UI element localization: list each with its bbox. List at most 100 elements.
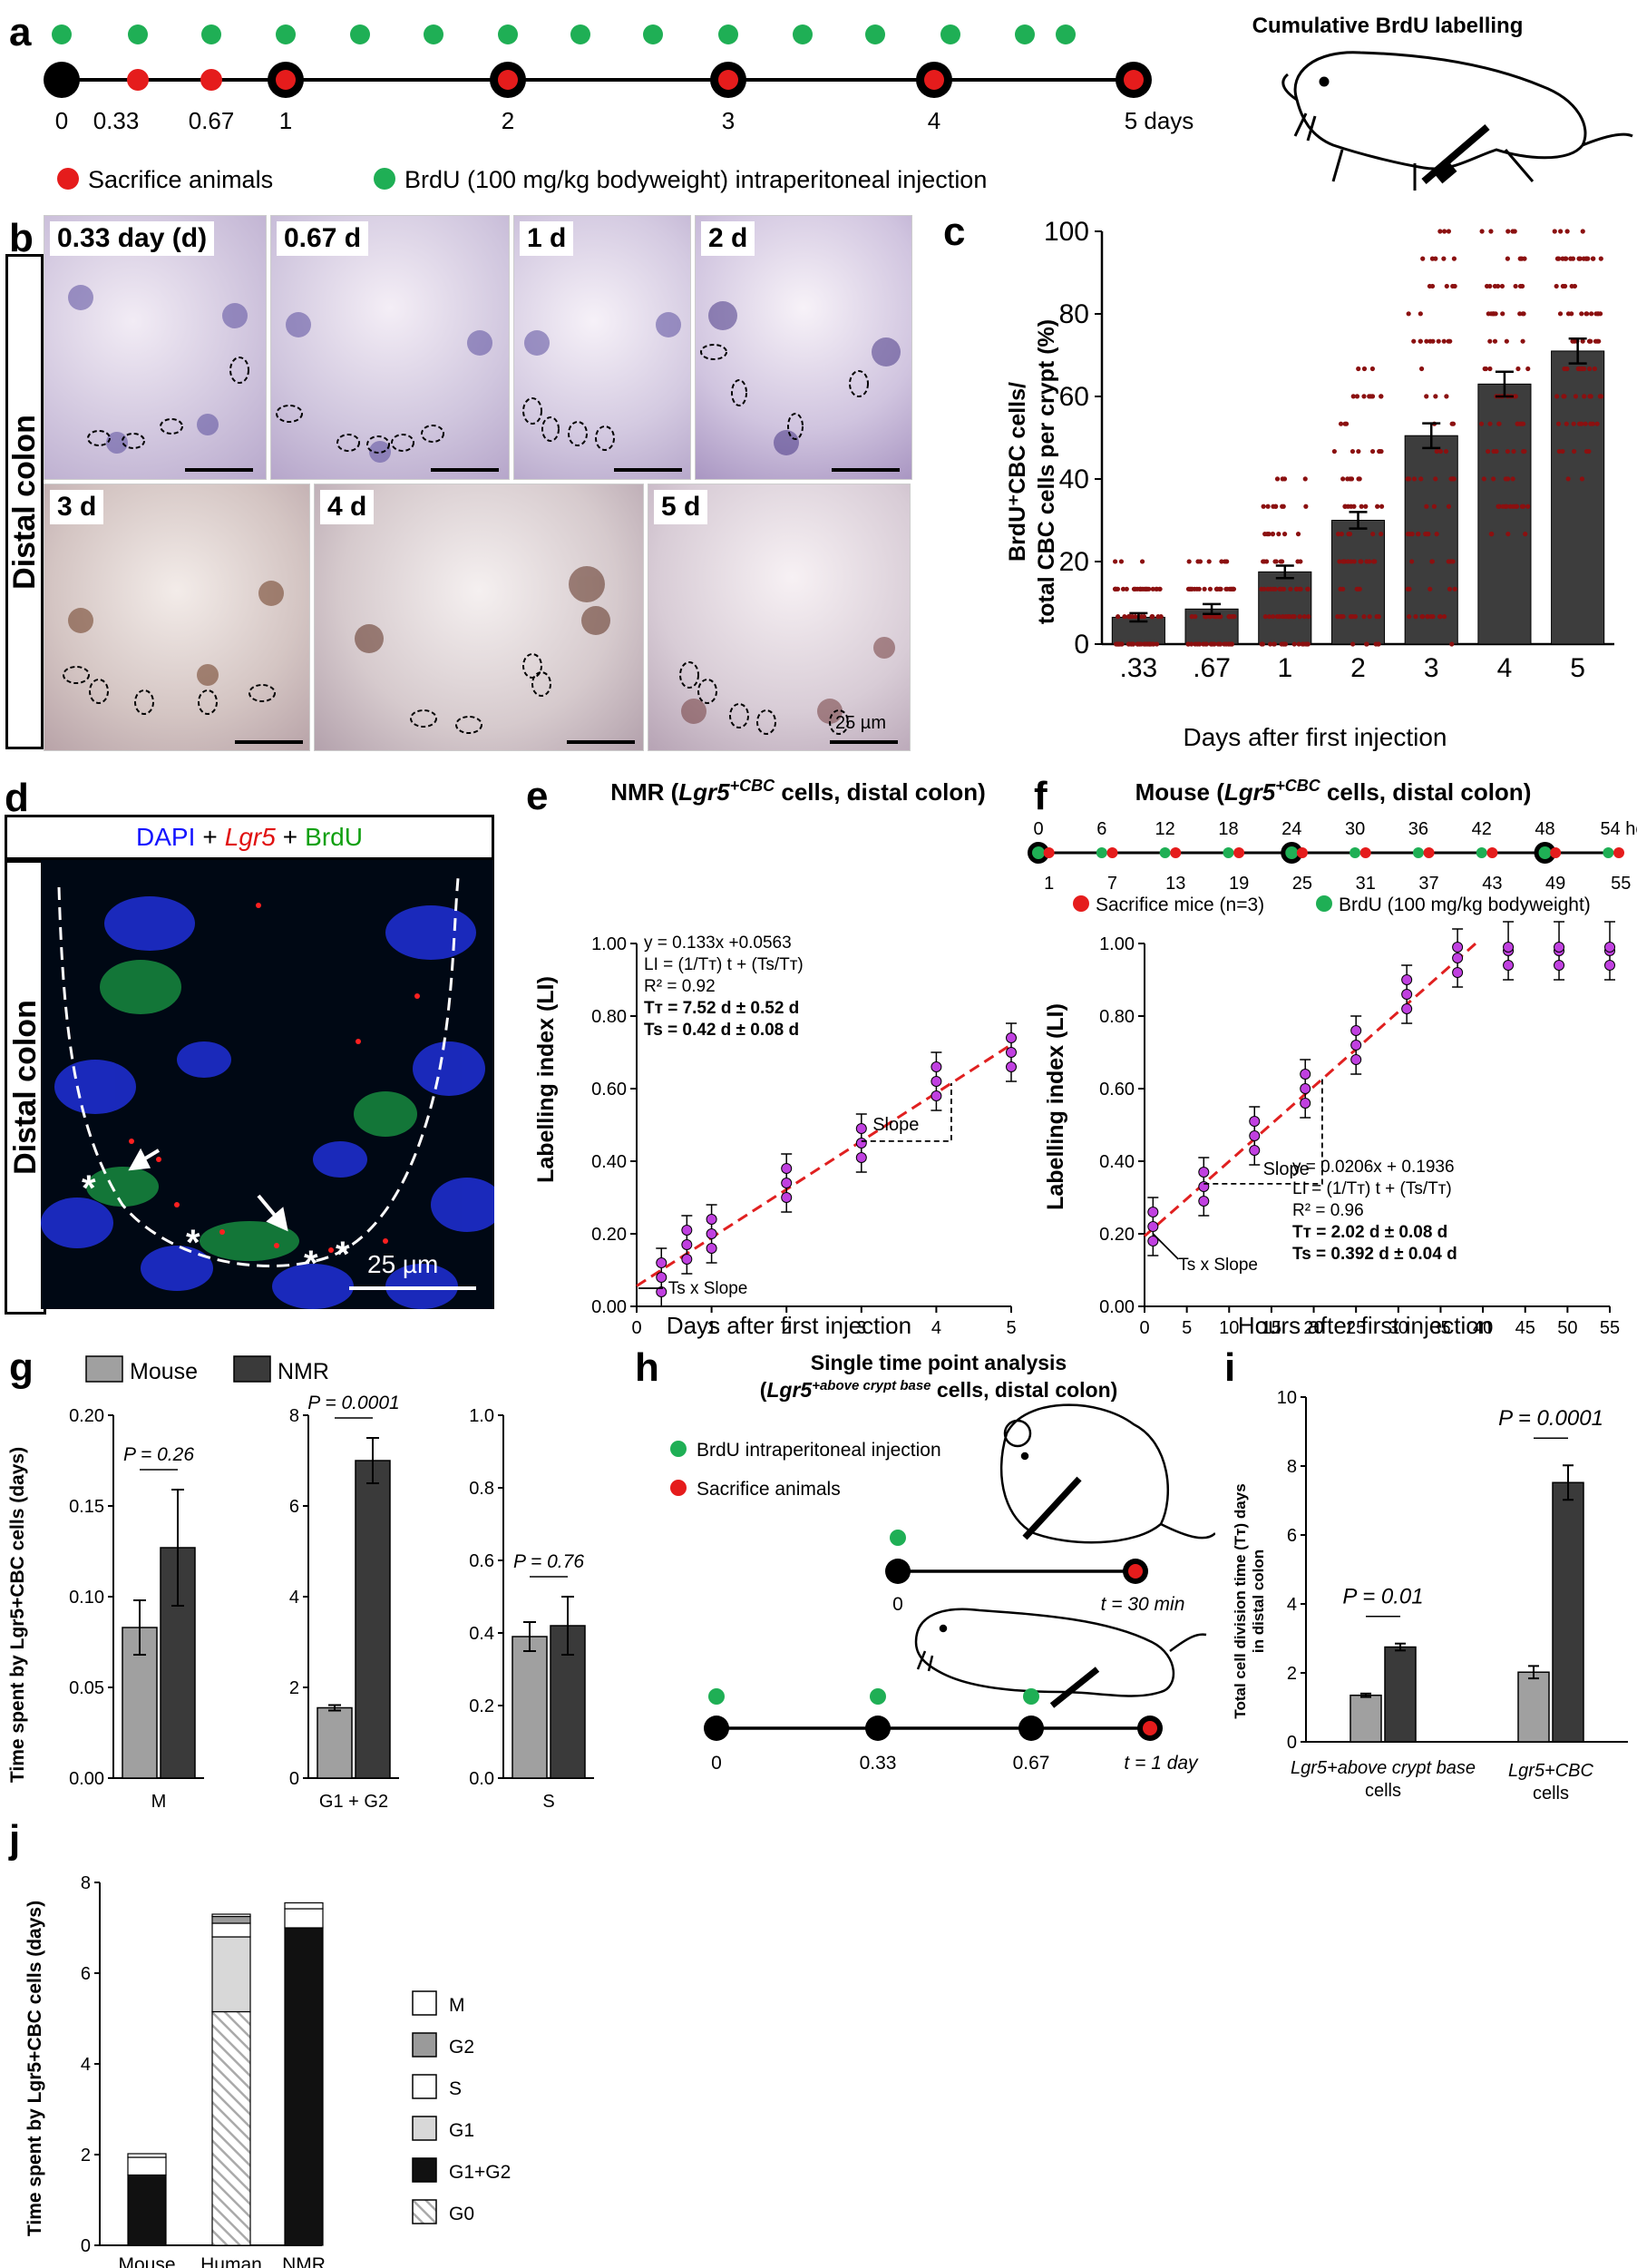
x-tick-label: 3 bbox=[856, 1318, 866, 1338]
y-tick-label: 0.20 bbox=[69, 1406, 104, 1426]
data-point bbox=[1272, 586, 1278, 591]
nmr-ticks: 0 0.33 0.67 t = 1 day bbox=[711, 1753, 1199, 1774]
timeline-injection bbox=[1159, 847, 1171, 858]
legend-nmr-swatch bbox=[233, 1355, 271, 1383]
data-point bbox=[1350, 641, 1356, 647]
data-point bbox=[1274, 614, 1280, 620]
panel-g-letter: g bbox=[9, 1345, 34, 1390]
svg-text:1: 1 bbox=[279, 107, 292, 134]
data-point bbox=[1203, 614, 1209, 620]
data-point bbox=[1124, 586, 1129, 591]
data-point bbox=[1525, 503, 1531, 509]
data-point bbox=[1409, 559, 1415, 564]
data-point bbox=[1429, 256, 1436, 261]
data-point bbox=[1554, 283, 1559, 289]
y-tick-label: 0.60 bbox=[1099, 1080, 1135, 1100]
bar bbox=[512, 1636, 548, 1779]
y-tick-label: 0.2 bbox=[469, 1696, 494, 1716]
timeline-top-tick: 48 bbox=[1535, 819, 1554, 839]
data-point bbox=[1406, 476, 1412, 482]
data-point bbox=[1488, 229, 1494, 234]
data-point bbox=[1364, 641, 1369, 647]
data-point bbox=[1276, 532, 1281, 537]
svg-text:0.33: 0.33 bbox=[860, 1753, 897, 1774]
data-point bbox=[1214, 586, 1220, 591]
data-point bbox=[1130, 614, 1135, 620]
timeline-bottom-tick: 37 bbox=[1418, 874, 1438, 894]
data-point bbox=[1520, 421, 1526, 426]
data-point bbox=[1587, 366, 1593, 372]
x-tick-label: 4 bbox=[1497, 653, 1513, 683]
data-point bbox=[1331, 448, 1337, 455]
data-point bbox=[1522, 448, 1527, 455]
panel-f-xlabel: Hours after first injection bbox=[1238, 1312, 1492, 1339]
data-point bbox=[1586, 448, 1592, 455]
panel-f-timeline: 0 6 12 18 24 30 36 42 48 54 hours 1 7 13 19 25 31 37 43 49… bbox=[1028, 819, 1637, 894]
data-point bbox=[1352, 614, 1359, 620]
data-point bbox=[1340, 559, 1346, 564]
data-point bbox=[1189, 586, 1194, 591]
micro-image-0-33d: 0.33 day (d) bbox=[44, 215, 267, 480]
data-point bbox=[1523, 532, 1528, 537]
data-point bbox=[1338, 421, 1344, 426]
y-tick-label: 60 bbox=[1059, 382, 1089, 412]
data-point bbox=[1446, 559, 1451, 564]
data-point bbox=[1447, 586, 1453, 591]
data-point bbox=[1505, 476, 1511, 482]
data-point bbox=[1434, 448, 1439, 455]
panel-d-header: DAPI + Lgr5 + BrdU bbox=[5, 815, 494, 860]
legend-brdu-label: BrdU (100 mg/kg bodyweight) intraperiton… bbox=[404, 166, 987, 193]
panel-i-ylabel-2: in distal colon bbox=[1250, 1549, 1267, 1653]
data-point bbox=[1411, 338, 1417, 344]
data-point bbox=[1569, 311, 1574, 317]
data-point bbox=[1481, 476, 1486, 482]
stack-segment bbox=[127, 2153, 167, 2158]
data-point bbox=[1370, 532, 1376, 537]
data-point bbox=[1589, 311, 1594, 317]
data-point bbox=[1139, 614, 1145, 620]
mouse-node-start bbox=[885, 1559, 911, 1584]
timeline-top-tick: 54 hours bbox=[1600, 819, 1637, 839]
data-point bbox=[1505, 229, 1511, 234]
data-point bbox=[1581, 366, 1587, 372]
data-point bbox=[1564, 229, 1570, 234]
micro-label: 3 d bbox=[50, 490, 104, 524]
timeline-sacrifice bbox=[1043, 847, 1055, 858]
y-tick-label: 0.15 bbox=[69, 1497, 104, 1517]
data-point bbox=[1413, 614, 1418, 620]
data-point bbox=[1604, 960, 1615, 971]
data-point bbox=[1513, 283, 1518, 289]
data-point bbox=[1342, 503, 1348, 509]
y-tick-label: 8 bbox=[1287, 1457, 1297, 1477]
data-point bbox=[1450, 559, 1456, 564]
legend-mouse-label: Mouse bbox=[130, 1359, 198, 1384]
data-point bbox=[1194, 641, 1201, 647]
fluorescence-image: * * * * 25 µm bbox=[41, 860, 494, 1309]
data-point bbox=[1198, 1196, 1210, 1207]
svg-text:*: * bbox=[336, 1235, 350, 1275]
timeline-bottom-tick: 55 hours bbox=[1611, 874, 1637, 894]
data-point bbox=[1482, 366, 1487, 372]
panel-c-plot: .33 .67 1 2 3 4 5 bbox=[1095, 229, 1614, 683]
data-point bbox=[1597, 394, 1603, 399]
data-point bbox=[1446, 229, 1452, 234]
panel-e-letter: e bbox=[526, 774, 548, 818]
data-point bbox=[1564, 421, 1569, 426]
data-point bbox=[1266, 614, 1272, 620]
data-point bbox=[931, 1090, 942, 1101]
timeline-sacrifice bbox=[1423, 847, 1435, 858]
data-point bbox=[1155, 614, 1161, 620]
data-point bbox=[1571, 421, 1576, 426]
y-tick-label: 0.40 bbox=[1099, 1152, 1135, 1172]
panel-i-group1-label-1: Lgr5+above crypt base bbox=[1291, 1758, 1476, 1778]
svg-text:t = 1 day: t = 1 day bbox=[1124, 1753, 1199, 1774]
data-point bbox=[1219, 559, 1224, 564]
data-point bbox=[1433, 394, 1438, 399]
y-tick-label: 0.20 bbox=[1099, 1225, 1135, 1245]
data-point bbox=[1139, 559, 1145, 564]
x-tick-label: 40 bbox=[1473, 1318, 1493, 1338]
data-point bbox=[1297, 614, 1302, 620]
panel-a-letter: a bbox=[9, 10, 32, 54]
data-point bbox=[1218, 586, 1223, 591]
p-value: P = 0.01 bbox=[1342, 1585, 1423, 1609]
